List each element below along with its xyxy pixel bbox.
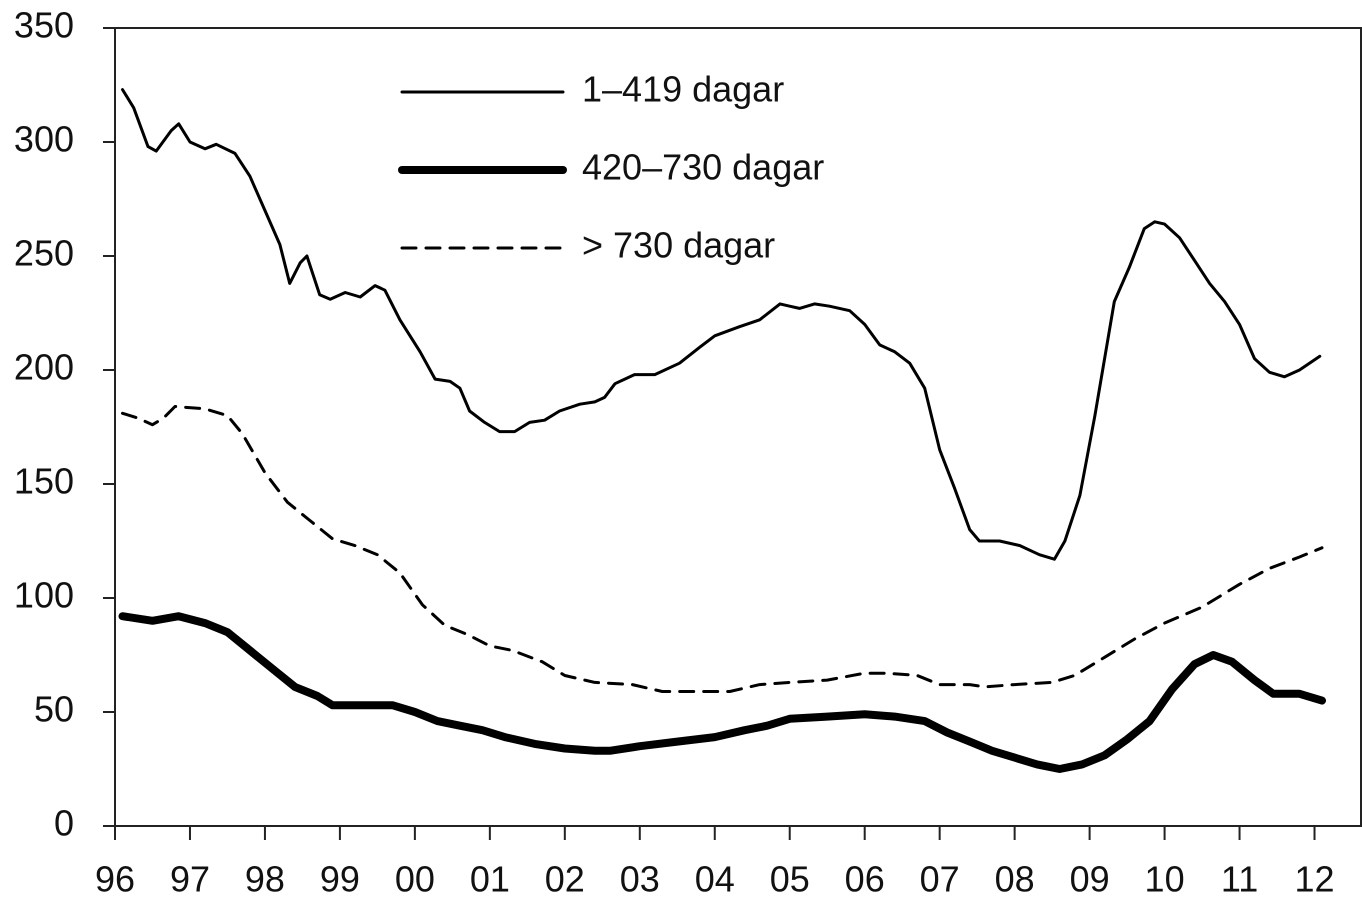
y-tick-label: 100 — [14, 575, 74, 616]
x-tick-label: 09 — [1070, 859, 1110, 900]
x-tick-label: 08 — [995, 859, 1035, 900]
x-tick-label: 05 — [770, 859, 810, 900]
x-tick-label: 04 — [695, 859, 735, 900]
y-tick-label: 300 — [14, 119, 74, 160]
series-line — [118, 612, 1326, 773]
x-tick-label: 98 — [245, 859, 285, 900]
y-tick-label: 150 — [14, 461, 74, 502]
y-tick-label: 250 — [14, 233, 74, 274]
y-tick-label: 350 — [14, 5, 74, 46]
x-tick-label: 99 — [320, 859, 360, 900]
series-line — [121, 88, 1322, 561]
plot-frame — [114, 27, 1362, 827]
x-tick-label: 06 — [845, 859, 885, 900]
x-tick-label: 12 — [1294, 859, 1334, 900]
legend-label: > 730 dagar — [582, 225, 775, 266]
x-tick-label: 03 — [620, 859, 660, 900]
x-tick-label: 96 — [95, 859, 135, 900]
x-tick-label: 10 — [1145, 859, 1185, 900]
x-tick-label: 01 — [470, 859, 510, 900]
legend-label: 1–419 dagar — [582, 69, 784, 110]
y-tick-label: 50 — [34, 689, 74, 730]
x-tick-label: 11 — [1221, 859, 1258, 900]
x-tick-label: 07 — [920, 859, 960, 900]
x-tick-label: 02 — [545, 859, 585, 900]
x-tick-label: 97 — [170, 859, 210, 900]
x-tick-label: 00 — [395, 859, 435, 900]
legend-label: 420–730 dagar — [582, 147, 824, 188]
y-tick-label: 0 — [54, 803, 74, 844]
y-tick-label: 200 — [14, 347, 74, 388]
series-line — [121, 405, 1324, 693]
